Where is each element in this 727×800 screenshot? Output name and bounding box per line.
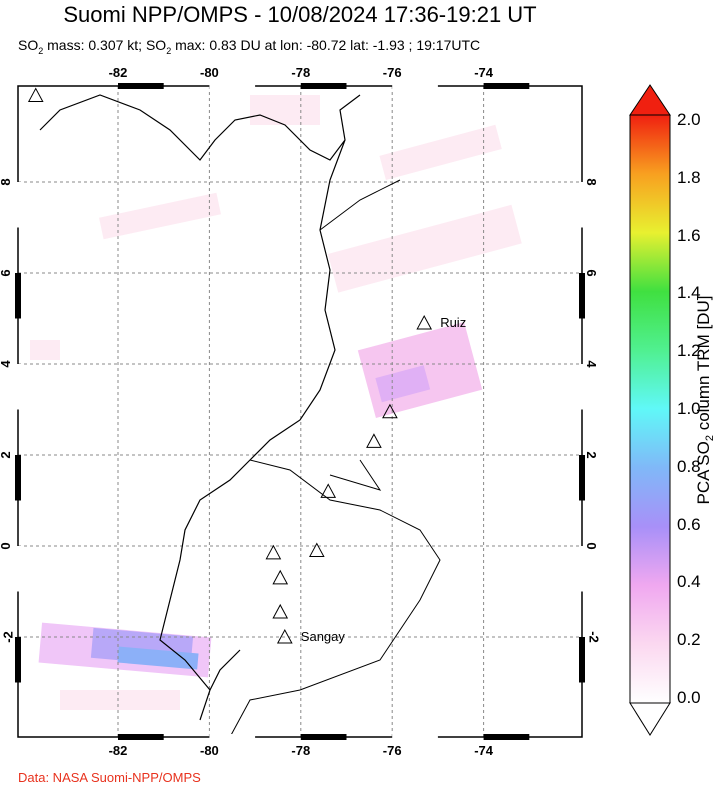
- lat-label: 8: [584, 178, 600, 186]
- lat-label: 6: [0, 269, 13, 276]
- lat-label: 6: [584, 269, 600, 277]
- lon-label: -82: [108, 65, 128, 80]
- lat-label: -2: [586, 631, 602, 643]
- lon-label: -80: [199, 65, 219, 80]
- map-title: Suomi NPP/OMPS - 10/08/2024 17:36-19:21 …: [63, 2, 537, 27]
- volcano-icon: [366, 433, 382, 448]
- data-credit: Data: NASA Suomi-NPP/OMPS: [18, 770, 201, 785]
- lat-label: 8: [0, 178, 13, 185]
- colorbar-label: 0.4: [677, 572, 701, 592]
- colorbar-label: 0.8: [677, 456, 701, 476]
- colorbar-label: 1.0: [677, 399, 701, 418]
- volcano-markers: [27, 87, 433, 644]
- colorbar-label: 1.6: [677, 225, 701, 245]
- map-subtitle: SO2 mass: 0.307 kt; SO2 max: 0.83 DU at …: [18, 37, 481, 56]
- border: [229, 179, 441, 738]
- volcano-label: Ruiz: [440, 315, 467, 331]
- lon-label: -78: [291, 65, 311, 80]
- volcano-icon: [272, 569, 289, 585]
- volcano-icon: [27, 87, 44, 103]
- lat-label: -2: [0, 631, 16, 643]
- colorbar-label: 0.6: [677, 514, 701, 534]
- volcano-icon: [416, 314, 433, 330]
- lon-label: -80: [199, 743, 219, 758]
- volcano-icon: [382, 403, 398, 419]
- colorbar-label: 1.8: [677, 167, 701, 187]
- lat-label: 0: [0, 542, 13, 549]
- colorbar-label: 1.2: [677, 341, 701, 361]
- colorbar-title: PCA SO2 column TRM [DU]: [693, 295, 717, 505]
- lon-label: -76: [382, 65, 402, 80]
- lon-label: -76: [382, 743, 402, 758]
- lat-label: 2: [0, 451, 13, 458]
- colorbar-label: 0.0: [677, 688, 701, 707]
- colorbar-label: 1.4: [677, 283, 701, 303]
- volcano-label: Sangay: [300, 629, 345, 644]
- lat-label: 4: [0, 360, 13, 367]
- map-frame: [17, 85, 583, 738]
- lon-label: -74: [474, 743, 493, 758]
- graticule: [18, 86, 582, 737]
- volcano-icon: [320, 483, 337, 498]
- so2-plume: [30, 95, 522, 710]
- volcano-icon: [276, 628, 293, 644]
- volcano-icon: [265, 544, 282, 560]
- lat-label: 2: [584, 451, 600, 459]
- colorbar-label: 2.0: [677, 110, 701, 129]
- volcano-icon: [308, 542, 325, 558]
- lat-label: 0: [584, 542, 600, 550]
- coastline: [39, 94, 361, 721]
- lat-label: 4: [584, 360, 600, 368]
- lon-label: -78: [291, 743, 311, 758]
- lon-label: -74: [474, 65, 493, 80]
- colorbar: [629, 84, 671, 736]
- colorbar-label: 0.2: [677, 630, 701, 650]
- volcano-icon: [272, 603, 289, 619]
- lon-label: -82: [108, 743, 128, 758]
